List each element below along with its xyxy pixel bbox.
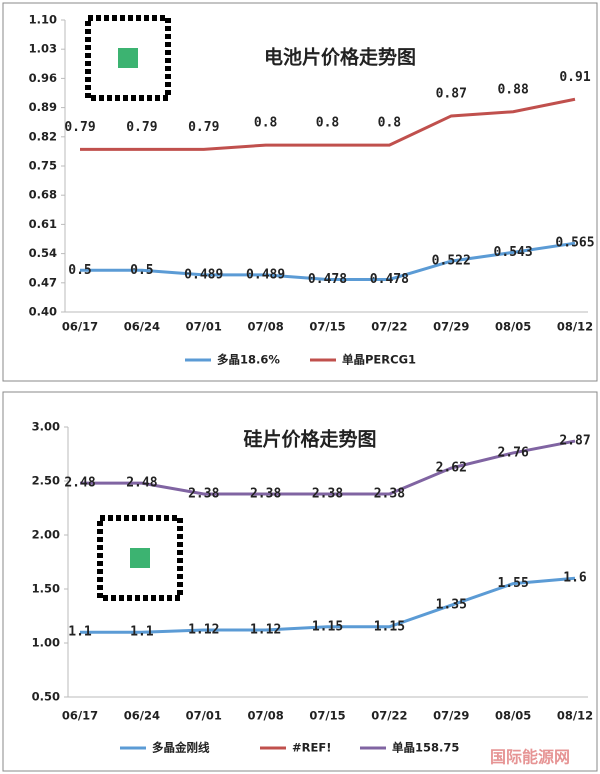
x-tick-label: 08/05 xyxy=(495,320,531,334)
series-line xyxy=(80,439,576,496)
y-tick-label: 3.00 xyxy=(32,420,60,434)
data-label: 1.1 xyxy=(130,625,154,640)
data-label: 2.38 xyxy=(312,486,343,501)
chart-title: 电池片价格走势图 xyxy=(264,46,416,69)
x-tick-label: 07/29 xyxy=(433,320,469,334)
x-tick-label: 06/24 xyxy=(124,709,160,723)
y-tick-label: 2.00 xyxy=(32,528,60,542)
data-label: 0.79 xyxy=(126,120,157,135)
x-tick-label: 07/08 xyxy=(248,320,284,334)
x-tick-label: 06/17 xyxy=(62,709,98,723)
x-tick-label: 07/29 xyxy=(433,709,469,723)
data-label: 1.55 xyxy=(497,576,528,591)
y-tick-label: 1.00 xyxy=(32,636,60,650)
x-tick-label: 08/05 xyxy=(495,709,531,723)
x-tick-label: 07/22 xyxy=(371,320,407,334)
x-tick-label: 08/12 xyxy=(557,709,593,723)
data-label: 0.79 xyxy=(64,120,95,135)
y-tick-label: 0.75 xyxy=(29,159,57,173)
data-label: 1.12 xyxy=(250,623,281,638)
chart-title: 硅片价格走势图 xyxy=(243,428,376,451)
data-label: 2.87 xyxy=(559,434,590,449)
data-label: 2.38 xyxy=(250,486,281,501)
x-tick-label: 07/15 xyxy=(309,709,345,723)
data-label: 2.48 xyxy=(64,476,95,491)
data-label: 1.15 xyxy=(374,619,405,634)
data-label: 2.48 xyxy=(126,476,157,491)
data-label: 0.543 xyxy=(494,245,533,260)
data-label: 1.15 xyxy=(312,619,343,634)
data-label: 0.5 xyxy=(130,263,153,278)
x-tick-label: 07/22 xyxy=(371,709,407,723)
data-label: 0.79 xyxy=(188,120,219,135)
data-label: 2.38 xyxy=(374,486,405,501)
y-tick-label: 1.50 xyxy=(32,582,60,596)
x-tick-label: 07/15 xyxy=(309,320,345,334)
data-label: 2.38 xyxy=(188,486,219,501)
y-tick-label: 1.03 xyxy=(29,42,57,56)
y-tick-label: 0.47 xyxy=(29,275,57,289)
series-line xyxy=(80,97,576,151)
data-label: 2.62 xyxy=(436,461,467,476)
data-label: 0.478 xyxy=(370,272,409,287)
data-label: 0.478 xyxy=(308,272,347,287)
y-tick-label: 0.50 xyxy=(32,690,60,704)
y-tick-label: 0.40 xyxy=(29,305,57,319)
legend-label: 多晶金刚线 xyxy=(152,741,210,755)
data-label: 0.489 xyxy=(246,267,285,282)
series-line xyxy=(80,576,576,634)
y-tick-label: 1.10 xyxy=(29,13,57,27)
x-tick-label: 07/08 xyxy=(248,709,284,723)
y-tick-label: 0.82 xyxy=(29,129,57,143)
x-tick-label: 08/12 xyxy=(557,320,593,334)
data-label: 0.522 xyxy=(432,254,471,269)
data-label: 0.8 xyxy=(254,116,278,131)
data-label: 0.88 xyxy=(497,82,528,97)
y-tick-label: 2.50 xyxy=(32,474,60,488)
data-label: 0.8 xyxy=(378,116,402,131)
series-line xyxy=(80,241,576,281)
data-label: 1.1 xyxy=(68,625,92,640)
y-tick-label: 0.89 xyxy=(29,100,57,114)
legend-label: 单晶158.75 xyxy=(392,741,459,755)
x-tick-label: 06/24 xyxy=(124,320,160,334)
legend-label: 单晶PERCG1 xyxy=(342,353,416,367)
data-label: 0.87 xyxy=(436,86,467,101)
y-tick-label: 0.68 xyxy=(29,188,57,202)
data-label: 0.5 xyxy=(68,263,91,278)
data-label: 1.12 xyxy=(188,623,219,638)
y-tick-label: 0.96 xyxy=(29,71,57,85)
data-label: 0.91 xyxy=(559,70,590,85)
data-label: 1.35 xyxy=(436,598,467,613)
y-tick-label: 0.61 xyxy=(29,217,57,231)
legend-label: #REF! xyxy=(292,741,331,755)
x-tick-label: 07/01 xyxy=(186,709,222,723)
x-tick-label: 07/01 xyxy=(186,320,222,334)
legend-label: 多晶18.6% xyxy=(217,353,280,367)
data-label: 0.489 xyxy=(184,267,223,282)
data-label: 0.8 xyxy=(316,116,340,131)
data-label: 2.76 xyxy=(497,445,528,460)
y-tick-label: 0.54 xyxy=(29,246,57,260)
x-tick-label: 06/17 xyxy=(62,320,98,334)
qr-code xyxy=(85,15,171,101)
data-label: 1.6 xyxy=(563,571,587,586)
data-label: 0.565 xyxy=(555,236,594,251)
qr-code xyxy=(97,515,183,601)
watermark: 国际能源网 xyxy=(490,748,570,767)
